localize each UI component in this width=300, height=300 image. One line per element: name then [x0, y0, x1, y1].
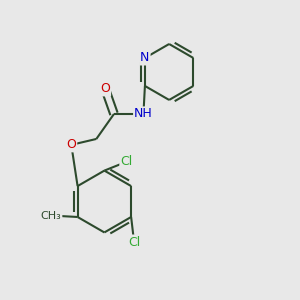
Text: CH₃: CH₃: [41, 211, 62, 220]
Text: Cl: Cl: [120, 155, 133, 168]
Text: O: O: [100, 82, 110, 95]
Text: Cl: Cl: [128, 236, 140, 248]
Text: N: N: [140, 52, 150, 64]
Text: O: O: [66, 138, 76, 151]
Text: NH: NH: [134, 107, 153, 120]
